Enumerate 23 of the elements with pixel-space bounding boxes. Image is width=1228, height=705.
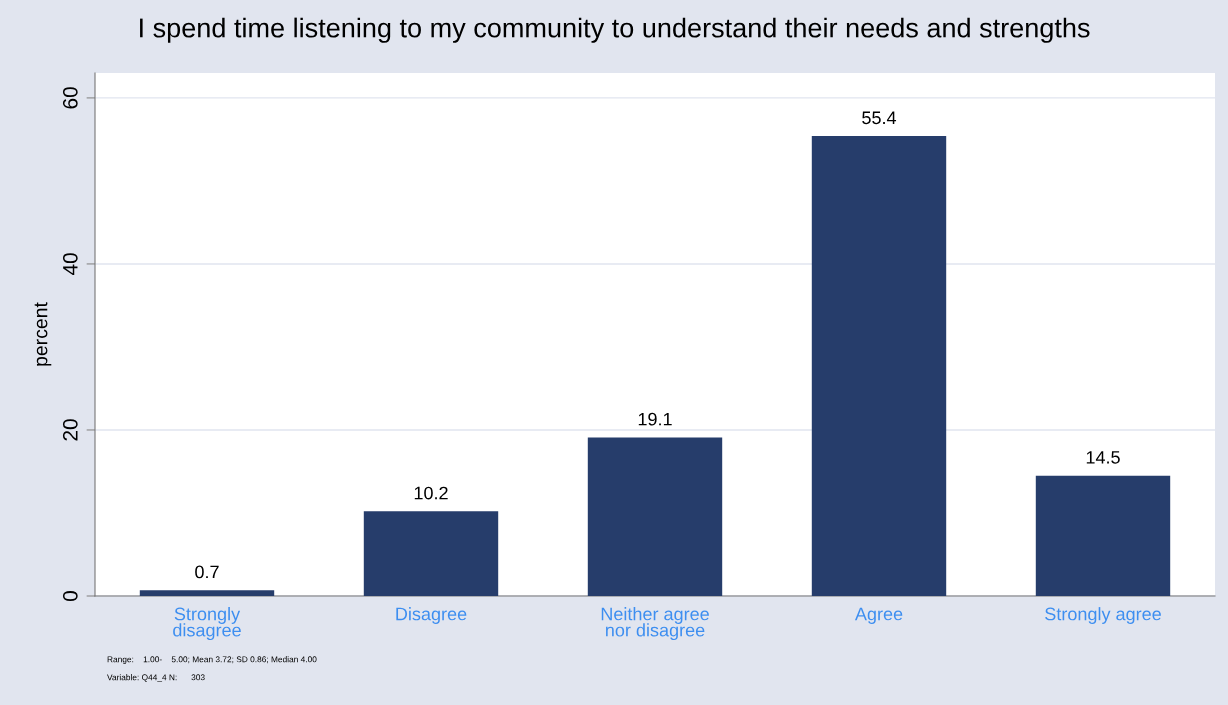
x-tick-label: Strongly agree <box>1045 607 1161 624</box>
data-label: 19.1 <box>638 412 672 426</box>
data-label: 10.2 <box>414 486 448 500</box>
text: Variable: Q44_4 N: 303 <box>107 674 205 682</box>
x-tick-label: Strongly disagree <box>173 607 241 641</box>
bar <box>1035 475 1171 596</box>
y-tick-label: 20 <box>62 419 78 441</box>
text: Range: 1.00- 5.00; Mean 3.72; SD 0.86; Median 4.00 <box>107 656 317 664</box>
y-tick-label: 40 <box>62 253 78 276</box>
data-label: 14.5 <box>1086 451 1120 464</box>
x-tick-label: Neither agree nor disagree <box>601 607 709 641</box>
bar <box>811 136 947 596</box>
y-tick-label: 60 <box>62 87 78 109</box>
chart-title: I spend time listening to my community to understand their needs and strengths <box>140 17 1090 43</box>
bar <box>363 511 499 596</box>
x-tick-label: Disagree <box>396 607 467 624</box>
bar <box>587 437 723 596</box>
data-label: 55.4 <box>862 111 897 125</box>
data-label: 0.7 <box>195 565 219 579</box>
y-axis-title: percent <box>34 302 52 366</box>
x-tick-label: Agree <box>854 607 903 624</box>
bar <box>139 590 275 596</box>
y-tick-label: 0 <box>62 591 78 601</box>
